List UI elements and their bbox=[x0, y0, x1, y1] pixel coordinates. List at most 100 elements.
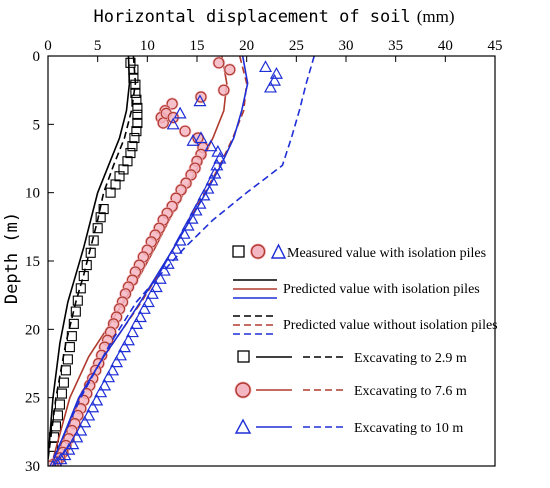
measured-point-circle bbox=[48, 460, 56, 466]
series-stage-3 bbox=[49, 56, 315, 466]
legend-predicted-with-label: Predicted value with isolation piles bbox=[283, 282, 480, 297]
measured-point bbox=[269, 67, 283, 79]
measured-point bbox=[186, 133, 200, 146]
measured-point bbox=[122, 156, 133, 167]
y-tick-label: 20 bbox=[25, 322, 40, 338]
x-tick-label: 5 bbox=[94, 38, 102, 54]
measured-point bbox=[193, 94, 207, 107]
measured-point bbox=[94, 385, 108, 398]
measured-point bbox=[78, 270, 89, 282]
legend-square-marker bbox=[232, 245, 245, 258]
x-tick-label: 40 bbox=[438, 38, 453, 54]
axis-ticks: 0 5 10 15 20 25 30 35 40 45 0 5 10 15 20 25 30 bbox=[25, 38, 503, 475]
measured-point bbox=[90, 393, 104, 406]
measured-point bbox=[70, 306, 81, 317]
measured-point bbox=[121, 333, 135, 346]
measured-point bbox=[88, 235, 99, 246]
legend-stage3-row: Excavating to 10 m bbox=[234, 418, 463, 436]
measured-point bbox=[117, 340, 132, 353]
measured-point bbox=[102, 370, 116, 383]
legend-circle-marker bbox=[250, 244, 266, 259]
measured-points bbox=[49, 60, 283, 466]
measured-point bbox=[64, 342, 75, 353]
predicted-with-line bbox=[48, 56, 131, 460]
measured-point bbox=[68, 318, 79, 329]
measured-point bbox=[85, 247, 96, 258]
measured-point bbox=[113, 348, 128, 361]
measured-point-circle bbox=[179, 125, 191, 137]
measured-point bbox=[131, 94, 142, 105]
measured-point bbox=[210, 158, 224, 171]
measured-point bbox=[131, 126, 142, 137]
legend-background bbox=[229, 234, 489, 446]
measured-point bbox=[193, 196, 207, 209]
measured-point bbox=[66, 437, 80, 450]
legend-stage1-label: Excavating to 2.9 m bbox=[354, 351, 467, 366]
y-tick-label: 15 bbox=[25, 254, 40, 270]
x-tick-label: 15 bbox=[190, 38, 205, 54]
series-stage-2 bbox=[48, 56, 248, 466]
measured-point bbox=[177, 226, 191, 239]
predicted-without-line bbox=[48, 56, 137, 460]
measured-point bbox=[194, 131, 208, 144]
measured-point bbox=[267, 73, 281, 86]
measured-point bbox=[54, 452, 68, 465]
y-tick-label: 30 bbox=[25, 459, 40, 475]
legend: Measured value with isolation piles Pred… bbox=[229, 234, 498, 446]
measured-point bbox=[169, 241, 183, 254]
y-tick-label: 0 bbox=[33, 49, 41, 65]
x-tick-label: 0 bbox=[44, 38, 52, 54]
measured-point bbox=[82, 408, 96, 421]
measured-point bbox=[125, 147, 136, 159]
measured-point bbox=[78, 415, 92, 428]
measured-point bbox=[106, 363, 120, 376]
predicted-without-line bbox=[52, 56, 315, 460]
measured-point bbox=[125, 57, 136, 68]
measured-point bbox=[60, 365, 71, 376]
measured-points bbox=[48, 57, 143, 452]
measured-point bbox=[263, 80, 278, 93]
legend-stage2-marker bbox=[235, 382, 251, 398]
measured-point bbox=[70, 430, 84, 443]
measured-point bbox=[58, 377, 69, 388]
measured-point bbox=[62, 442, 76, 455]
legend-circle-halo bbox=[250, 243, 266, 260]
measured-point bbox=[98, 378, 112, 391]
x-tick-label: 20 bbox=[239, 38, 254, 54]
measured-point bbox=[212, 56, 226, 70]
measured-point bbox=[178, 124, 192, 138]
measured-point bbox=[197, 188, 211, 201]
legend-stage1-row: Excavating to 2.9 m bbox=[237, 350, 467, 366]
measured-point-circle bbox=[166, 98, 178, 110]
legend-stage2-label: Excavating to 7.6 m bbox=[354, 384, 467, 399]
measured-point bbox=[173, 106, 187, 119]
measured-point bbox=[66, 331, 77, 342]
measured-point bbox=[74, 423, 88, 436]
measured-point bbox=[133, 310, 147, 323]
measured-point bbox=[173, 233, 187, 246]
y-tick-label: 10 bbox=[25, 186, 40, 202]
measured-point bbox=[127, 141, 138, 152]
predicted-with-line bbox=[53, 56, 249, 460]
measured-point bbox=[86, 400, 100, 413]
legend-predicted-with-row: Predicted value with isolation piles bbox=[233, 279, 480, 299]
x-tick-label: 35 bbox=[388, 38, 403, 54]
measured-point bbox=[52, 410, 63, 421]
series-stage-1 bbox=[48, 56, 143, 460]
measured-point bbox=[181, 218, 195, 231]
measured-point bbox=[217, 83, 231, 97]
measured-point bbox=[110, 355, 124, 368]
measured-point bbox=[72, 295, 83, 306]
measured-point bbox=[95, 212, 106, 223]
legend-predicted-without-row: Predicted value without isolation piles bbox=[233, 315, 498, 335]
measured-point bbox=[204, 139, 218, 152]
measured-point bbox=[166, 117, 180, 130]
measured-point bbox=[130, 79, 141, 90]
legend-triangle-marker bbox=[270, 243, 287, 259]
x-tick-label: 30 bbox=[339, 38, 354, 54]
legend-stage1-marker bbox=[237, 350, 250, 363]
measured-point bbox=[54, 399, 65, 410]
measured-point bbox=[62, 354, 73, 365]
